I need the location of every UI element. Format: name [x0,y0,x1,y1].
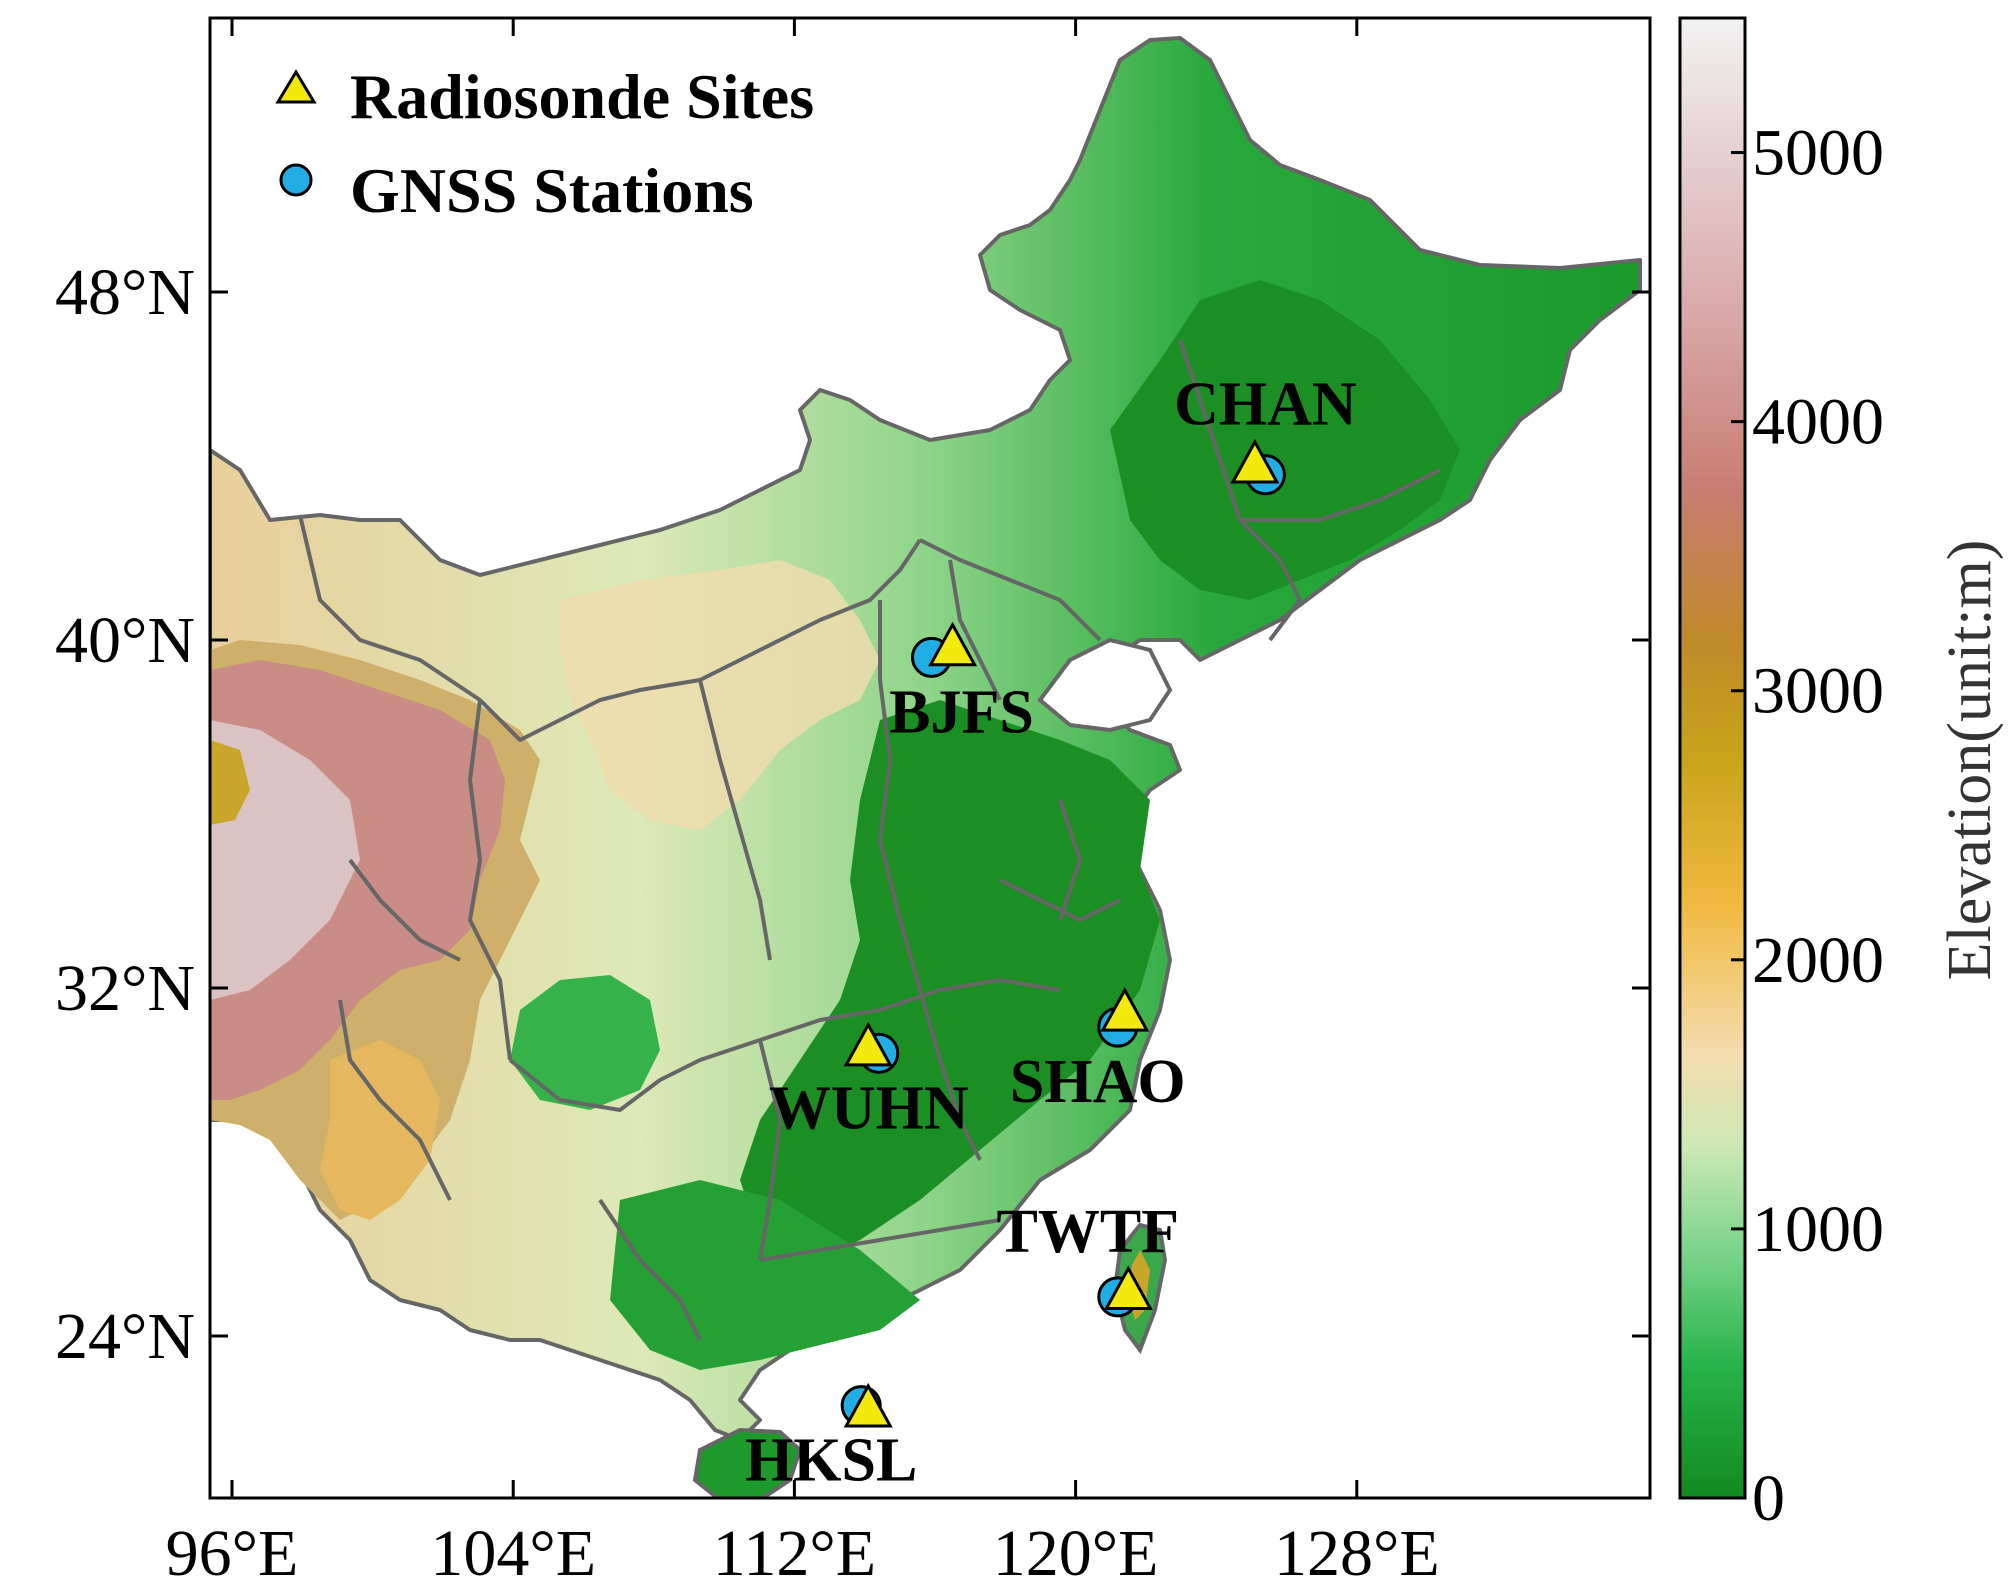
lat-tick-label: 40°N [55,604,195,677]
lon-tick-label: 96°E [166,1517,299,1590]
station-label: HKSL [745,1427,917,1495]
colorbar-tick-label: 3000 [1752,655,1884,728]
station-bjfs: BJFS [889,621,1034,746]
legend: Radiosonde Sites GNSS Stations [275,61,814,226]
lat-tick-label: 32°N [55,952,195,1025]
south-lowland [610,1180,920,1370]
legend-gnss-label: GNSS Stations [350,155,754,226]
station-label: CHAN [1174,371,1357,439]
colorbar-tick-label: 5000 [1752,117,1884,190]
station-chan: CHAN [1174,371,1357,496]
terrain-layer [210,36,1642,1498]
colorbar-tick-label: 0 [1752,1462,1785,1535]
east-lowland [740,700,1160,1270]
radiosonde-site-marker [843,1021,893,1067]
station-shao: SHAO [1010,986,1186,1116]
legend-radiosonde-label: Radiosonde Sites [350,61,814,132]
station-markers: CHAN BJFS WUHN SHAO TWTF HKSL [745,371,1357,1495]
lon-tick-label: 128°E [1274,1517,1440,1590]
station-hksl: HKSL [745,1382,917,1495]
lat-tick-label: 48°N [55,256,195,329]
northeast-lowland [1110,280,1460,600]
hainan-island [692,1427,803,1498]
colorbar: 0 1000 2000 3000 4000 5000 Elevation(unit:m) [1678,16,2004,1535]
station-twtf: TWTF [996,1198,1179,1318]
radiosonde-site-marker [1103,1265,1153,1310]
radiosonde-site-marker [843,1382,893,1428]
province-borders [298,339,1441,1341]
colorbar-tick-label: 1000 [1752,1193,1884,1266]
colorbar-title: Elevation(unit:m) [1936,540,2004,981]
station-label: TWTF [996,1198,1179,1266]
colorbar-ticks: 0 1000 2000 3000 4000 5000 [1731,117,1884,1535]
plateau-gold [210,740,250,825]
colorbar-tick-label: 2000 [1752,924,1884,997]
latitude-axis: 24°N 32°N 40°N 48°N [55,256,1650,1373]
radiosonde-site-marker [928,621,978,667]
lon-tick-label: 120°E [993,1517,1159,1590]
yunnan-tan [320,1040,440,1220]
station-label: BJFS [889,678,1034,746]
sichuan-basin [510,975,660,1110]
station-wuhn: WUHN [769,1021,969,1142]
station-label: WUHN [769,1074,969,1142]
radiosonde-site-marker [1100,986,1150,1032]
longitude-axis: 96°E 104°E 112°E 120°E 128°E [166,18,1440,1590]
map-frame [208,16,1652,1500]
colorbar-tick-label: 4000 [1752,386,1884,459]
legend-triangle-icon [275,69,317,104]
lon-tick-label: 112°E [713,1517,876,1590]
station-label: SHAO [1010,1048,1186,1116]
legend-circle-icon [279,163,313,197]
colorbar-gradient [1678,16,1747,1500]
lon-tick-label: 104°E [430,1517,596,1590]
lat-tick-label: 24°N [55,1300,195,1373]
radiosonde-site-marker [1230,438,1280,484]
north-tan [560,560,880,830]
bohai-sea [1037,637,1173,733]
